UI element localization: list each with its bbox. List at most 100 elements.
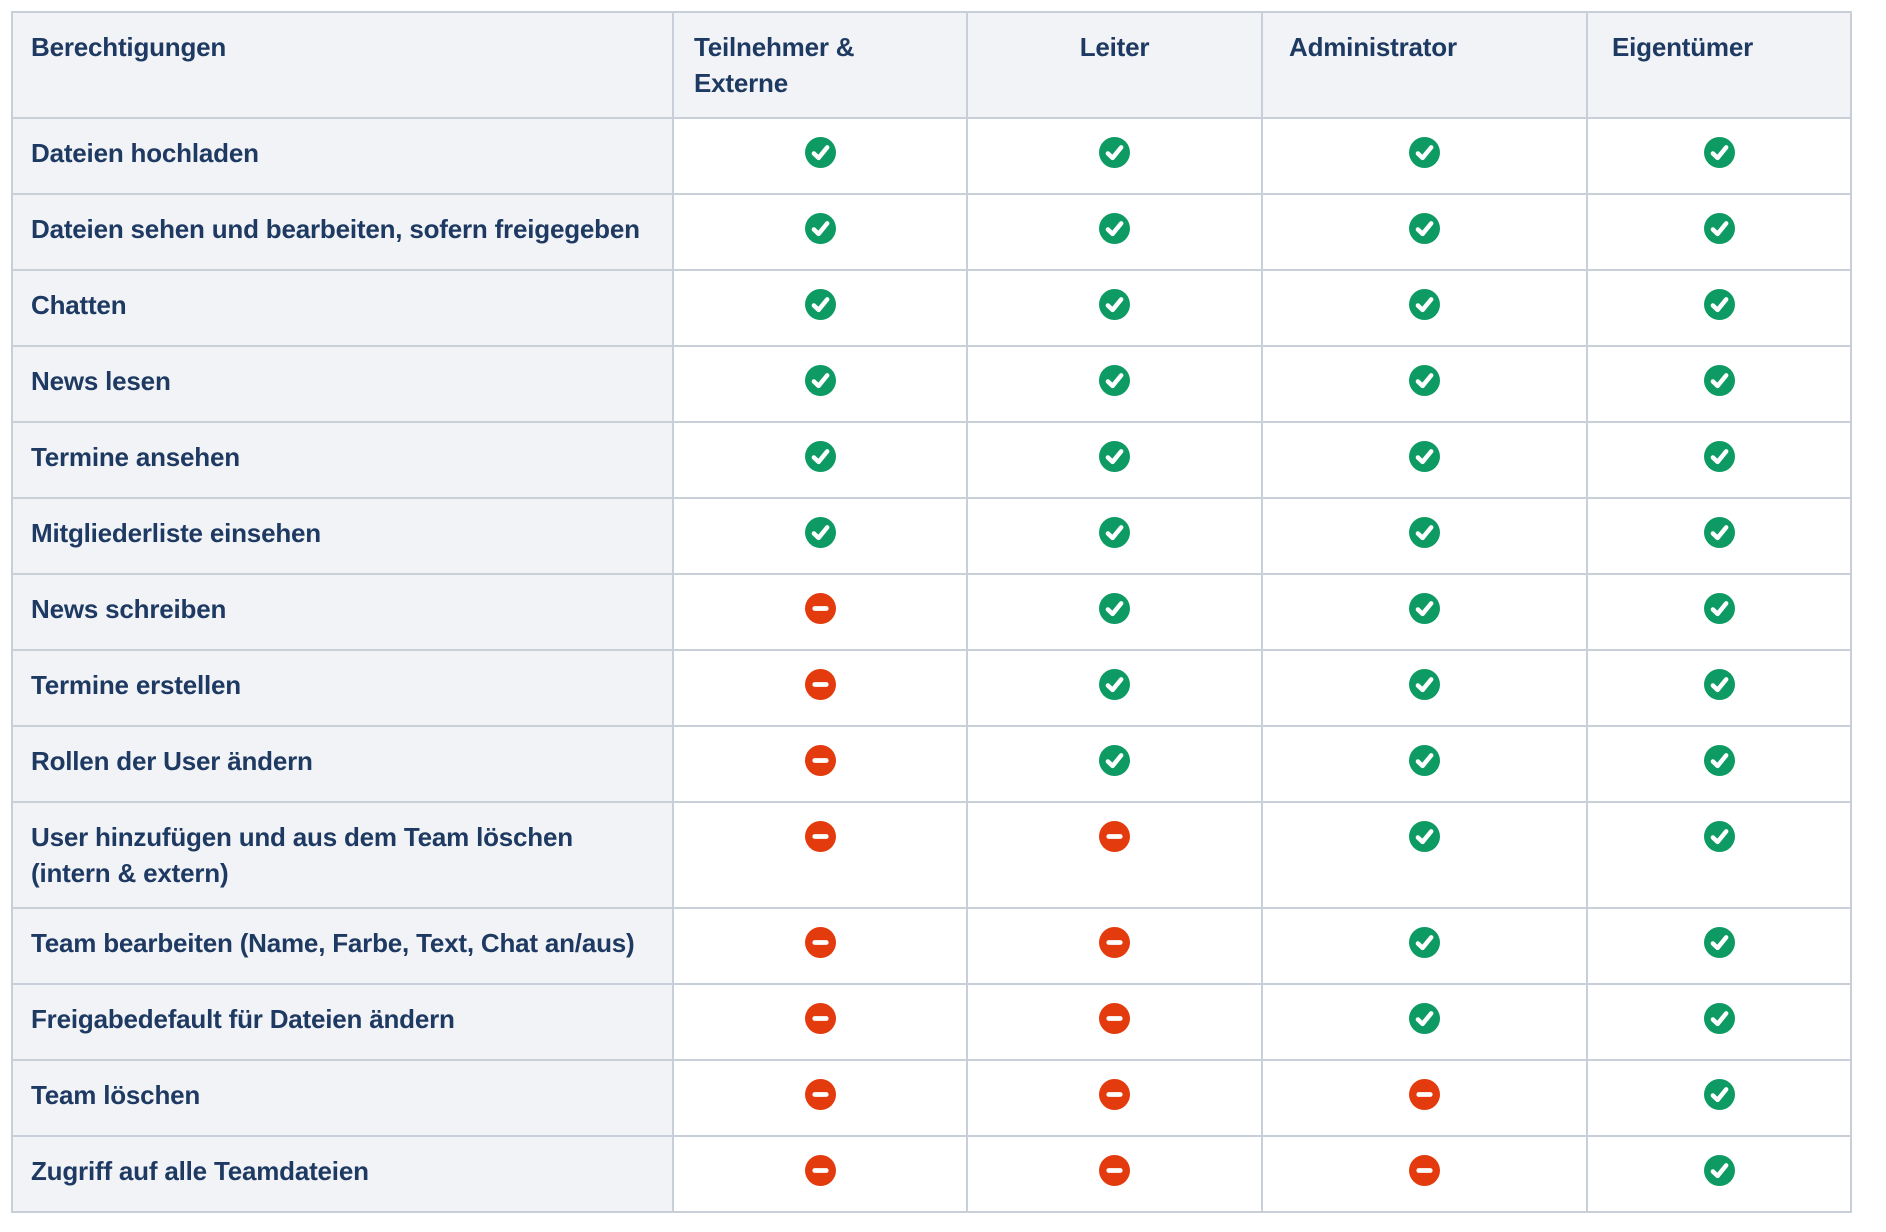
check-circle-icon [1703,1079,1735,1110]
permission-allowed-cell [1586,1059,1852,1137]
permission-allowed-cell [1586,801,1852,909]
permission-allowed-cell [966,649,1263,727]
permission-label: Dateien sehen und bearbeiten, sofern fre… [11,193,674,271]
permission-allowed-cell [672,345,968,423]
minus-circle-icon [804,1079,836,1110]
check-circle-icon [1409,137,1440,168]
permission-label: News schreiben [11,573,674,651]
check-circle-icon [1703,927,1735,958]
check-circle-icon [1409,365,1440,396]
check-circle-icon [1703,213,1735,244]
check-circle-icon [1703,1155,1735,1186]
permission-label: Mitgliederliste einsehen [11,497,674,575]
permission-allowed-cell [1586,269,1852,347]
permission-denied-cell [966,907,1263,985]
table-row: Termine ansehen [11,421,1852,499]
permission-label: Chatten [11,269,674,347]
check-circle-icon [1703,821,1735,852]
table-row: Team löschen [11,1059,1852,1137]
check-circle-icon [1099,365,1130,396]
minus-circle-icon [1099,1003,1130,1034]
column-header-administrator: Administrator [1261,11,1588,119]
permission-allowed-cell [1261,725,1588,803]
permission-denied-cell [672,573,968,651]
minus-circle-icon [1409,1079,1440,1110]
permission-allowed-cell [1586,573,1852,651]
permission-allowed-cell [1586,649,1852,727]
check-circle-icon [1099,213,1130,244]
check-circle-icon [1703,745,1735,776]
table-row: Freigabedefault für Dateien ändern [11,983,1852,1061]
permission-allowed-cell [966,117,1263,195]
permission-denied-cell [672,725,968,803]
permissions-table: Berechtigungen Teilnehmer & Externe Leit… [11,11,1852,1213]
check-circle-icon [1099,441,1130,472]
permission-denied-cell [672,1135,968,1213]
permission-allowed-cell [1261,801,1588,909]
check-circle-icon [1099,669,1130,700]
check-circle-icon [804,441,836,472]
table-row: News schreiben [11,573,1852,651]
permission-denied-cell [966,1059,1263,1137]
table-row: Dateien hochladen [11,117,1852,195]
permission-denied-cell [672,907,968,985]
permission-allowed-cell [966,193,1263,271]
check-circle-icon [1409,441,1440,472]
minus-circle-icon [1099,1155,1130,1186]
table-row: Rollen der User ändern [11,725,1852,803]
check-circle-icon [1099,517,1130,548]
header-row: Berechtigungen Teilnehmer & Externe Leit… [11,11,1852,119]
check-circle-icon [1409,517,1440,548]
check-circle-icon [804,365,836,396]
permission-allowed-cell [1261,345,1588,423]
permission-allowed-cell [1261,421,1588,499]
check-circle-icon [1099,137,1130,168]
check-circle-icon [1409,213,1440,244]
table-header: Berechtigungen Teilnehmer & Externe Leit… [11,11,1852,119]
check-circle-icon [1409,593,1440,624]
check-circle-icon [1703,1003,1735,1034]
check-circle-icon [1409,669,1440,700]
permission-denied-cell [966,801,1263,909]
permission-allowed-cell [1261,907,1588,985]
check-circle-icon [1703,137,1735,168]
permission-label: Team löschen [11,1059,674,1137]
permission-allowed-cell [1586,983,1852,1061]
permission-allowed-cell [966,497,1263,575]
permission-allowed-cell [1586,117,1852,195]
column-header-teilnehmer-externe: Teilnehmer & Externe [672,11,968,119]
permission-allowed-cell [1261,983,1588,1061]
minus-circle-icon [804,927,836,958]
minus-circle-icon [804,1003,836,1034]
permission-denied-cell [966,983,1263,1061]
minus-circle-icon [804,1155,836,1186]
permission-label: Termine erstellen [11,649,674,727]
minus-circle-icon [1099,927,1130,958]
permission-allowed-cell [1586,193,1852,271]
permission-denied-cell [1261,1059,1588,1137]
permission-label: Rollen der User ändern [11,725,674,803]
permission-allowed-cell [966,269,1263,347]
permission-allowed-cell [1586,497,1852,575]
permission-allowed-cell [966,345,1263,423]
permission-denied-cell [672,983,968,1061]
check-circle-icon [1703,517,1735,548]
check-circle-icon [1099,745,1130,776]
permission-label: Termine ansehen [11,421,674,499]
permission-allowed-cell [1586,1135,1852,1213]
permission-allowed-cell [1261,497,1588,575]
table-row: User hinzufügen und aus dem Team löschen… [11,801,1852,909]
table-row: Team bearbeiten (Name, Farbe, Text, Chat… [11,907,1852,985]
check-circle-icon [1409,927,1440,958]
minus-circle-icon [804,669,836,700]
permission-denied-cell [672,1059,968,1137]
check-circle-icon [804,517,836,548]
check-circle-icon [1409,821,1440,852]
permission-allowed-cell [966,421,1263,499]
permission-allowed-cell [672,193,968,271]
permission-allowed-cell [1586,725,1852,803]
table-row: News lesen [11,345,1852,423]
check-circle-icon [1099,593,1130,624]
permission-allowed-cell [672,117,968,195]
